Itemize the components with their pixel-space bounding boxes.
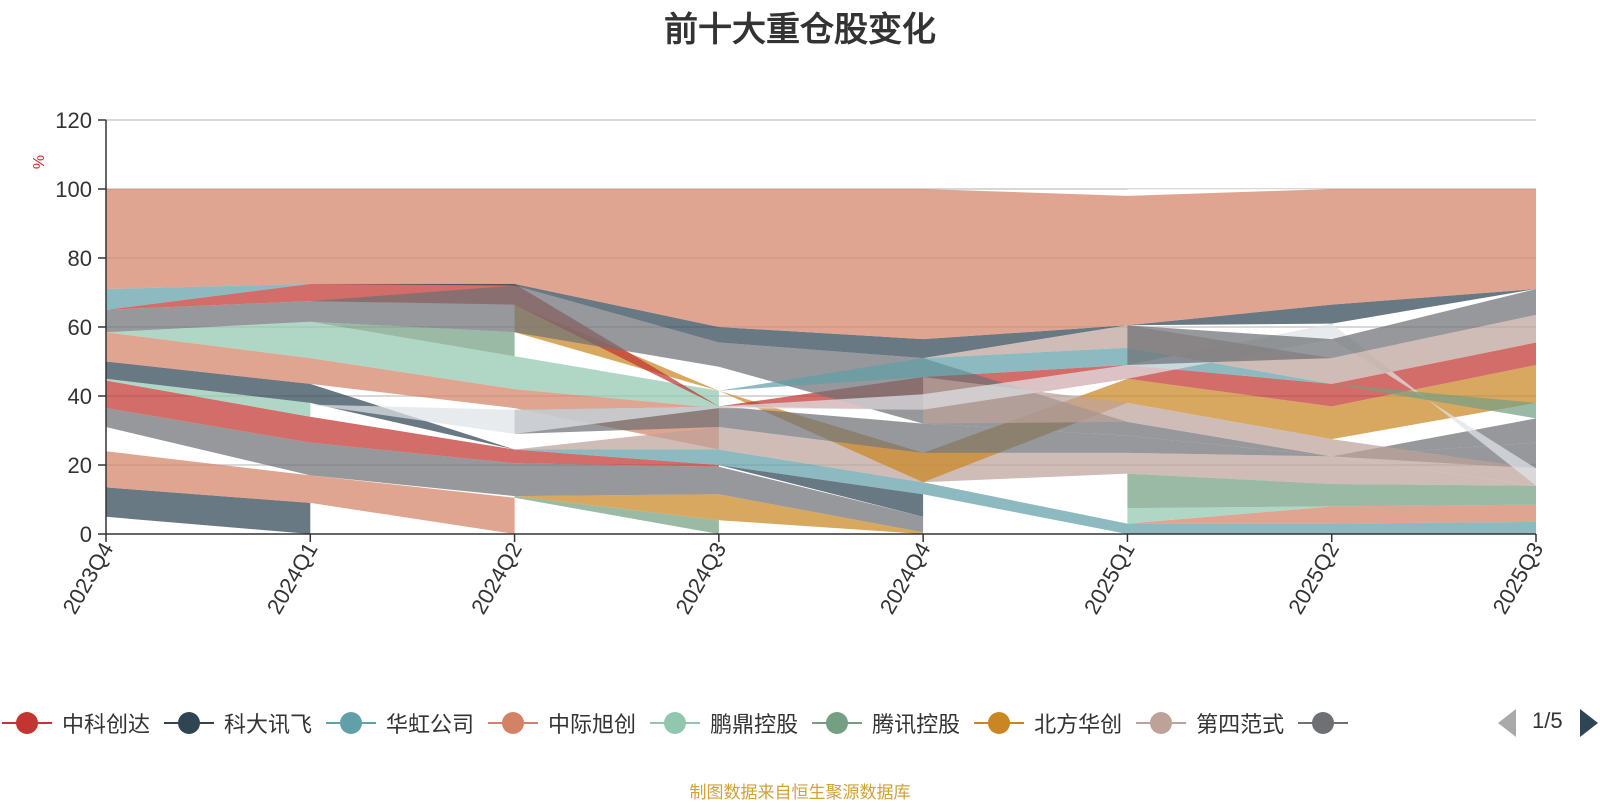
y-tick-label: 80: [68, 246, 92, 271]
legend-label: 科大讯飞: [224, 712, 313, 737]
area-band: [106, 408, 924, 533]
area-band: [106, 487, 311, 534]
legend-marker-icon: [326, 711, 377, 735]
legend-label: 腾讯控股: [872, 712, 961, 737]
area-band: [106, 380, 719, 467]
area-band: [310, 321, 515, 357]
area-band: [1127, 289, 1536, 365]
area-band: [1127, 189, 1332, 196]
x-tick-label: 2025Q3: [1488, 538, 1549, 618]
y-axis-unit: %: [31, 155, 48, 169]
legend-marker-icon: [488, 711, 539, 735]
y-tick-label: 100: [55, 177, 92, 202]
y-tick-label: 40: [68, 384, 92, 409]
area-band: [1127, 473, 1536, 509]
legend-item[interactable]: 科大讯飞: [164, 700, 312, 746]
legend-item[interactable]: 中科创达: [2, 700, 150, 746]
legend-marker-icon: [2, 711, 52, 735]
x-tick-label: 2024Q4: [875, 538, 936, 618]
area-band: [514, 494, 924, 534]
area-band: [1331, 383, 1536, 419]
area-band: [1127, 504, 1536, 524]
prev-page-icon[interactable]: [1498, 709, 1516, 737]
area-band: [106, 283, 311, 310]
y-tick-label: 60: [68, 315, 92, 340]
area-band: [106, 332, 719, 450]
legend-item[interactable]: 华虹公司: [326, 700, 474, 746]
area-band: [106, 283, 1536, 359]
legend-label: 鹏鼎控股: [710, 712, 799, 737]
x-tick-label: 2023Q4: [58, 538, 119, 618]
area-band: [106, 283, 1536, 410]
legend-item[interactable]: 北方华创: [974, 700, 1122, 746]
x-tick-label: 2024Q2: [466, 538, 527, 618]
legend-items: 中科创达 科大讯飞 华虹公司 中际旭创 鹏鼎控股 腾讯控股 北方华创 第四范式: [0, 700, 1480, 746]
legend-item[interactable]: 第四范式: [1136, 700, 1284, 746]
x-tick-label: 2025Q1: [1079, 538, 1140, 618]
area-band: [106, 189, 1536, 340]
area-band: [514, 449, 1536, 534]
legend-item[interactable]: 鹏鼎控股: [650, 700, 798, 746]
y-tick-label: 120: [55, 108, 92, 133]
x-tick-label: 2024Q3: [670, 538, 731, 618]
legend: 中科创达 科大讯飞 华虹公司 中际旭创 鹏鼎控股 腾讯控股 北方华创 第四范式 1/5: [0, 700, 1600, 746]
area-bands: [106, 189, 1536, 534]
legend-marker-icon: [974, 711, 1025, 735]
legend-item[interactable]: [1298, 700, 1358, 746]
area-band: [514, 496, 719, 534]
area-band: [106, 285, 1536, 457]
legend-marker-icon: [650, 711, 701, 735]
chart-plot: 0 20 40 60 80 100 120 2023Q4 2024Q1 2024Q2 2024Q3 2…: [31, 108, 1549, 618]
legend-item[interactable]: 腾讯控股: [812, 700, 960, 746]
next-page-icon[interactable]: [1580, 709, 1598, 737]
x-tick-label: 2025Q2: [1283, 538, 1344, 618]
legend-marker-icon: [812, 711, 863, 735]
source-note: 制图数据来自恒生聚源数据库: [689, 783, 911, 802]
legend-pager: 1/5: [1498, 700, 1600, 746]
area-band: [106, 321, 719, 409]
legend-item[interactable]: 中际旭创: [488, 700, 636, 746]
area-band: [106, 451, 515, 534]
chart-title: 前十大重仓股变化: [664, 11, 936, 49]
legend-label: 第四范式: [1196, 712, 1285, 737]
x-tick-label: 2024Q1: [262, 538, 323, 618]
y-tick-label: 20: [68, 453, 92, 478]
area-band: [514, 406, 1536, 469]
area-band: [514, 427, 1536, 486]
area-band: [106, 361, 924, 517]
legend-label: 华虹公司: [386, 712, 475, 737]
area-band: [106, 378, 311, 417]
legend-label: 北方华创: [1034, 712, 1123, 737]
legend-marker-icon: [1136, 711, 1187, 735]
legend-marker-icon: [1298, 711, 1349, 735]
legend-label: 中科创达: [62, 712, 151, 737]
y-tick-label: 0: [80, 522, 92, 547]
area-band: [310, 323, 1536, 486]
area-band: [1127, 504, 1536, 524]
legend-label: 中际旭创: [548, 712, 637, 737]
legend-page-indicator: 1/5: [1532, 708, 1563, 733]
area-band: [923, 377, 1536, 486]
legend-marker-icon: [164, 711, 215, 735]
